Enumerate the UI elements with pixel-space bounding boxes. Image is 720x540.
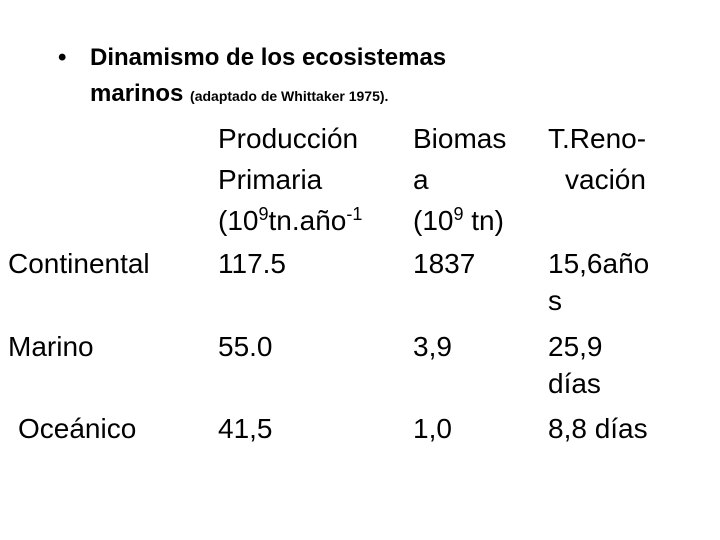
column-header: T.Reno- (548, 123, 647, 154)
superscript: 9 (453, 204, 464, 224)
column-header: Biomas (413, 123, 507, 154)
column-header: vación (565, 164, 646, 195)
superscript: -1 (346, 204, 363, 224)
unit-text: tn.año (268, 205, 347, 236)
cell: 3,9 (413, 331, 452, 362)
cell: 25,9 (548, 331, 603, 362)
cell: 1,0 (413, 413, 452, 444)
cell: 1837 (413, 248, 476, 279)
title-text: marinos (90, 80, 184, 107)
unit-text: tn) (463, 205, 504, 236)
cell: días (548, 368, 601, 399)
cell: 15,6año (548, 248, 650, 279)
title-line: marinos (adaptado de Whittaker 1975). (90, 80, 388, 108)
column-header: a (413, 164, 429, 195)
cell: 55.0 (218, 331, 273, 362)
row-label: Continental (8, 248, 150, 279)
unit-text: (10 (413, 205, 454, 236)
cell: 41,5 (218, 413, 273, 444)
title-note: (adaptado de Whittaker 1975). (190, 88, 389, 104)
bullet: • (58, 44, 67, 71)
superscript: 9 (258, 204, 269, 224)
cell: 8,8 días (548, 413, 648, 444)
column-header: Producción (218, 123, 359, 154)
column-header: Primaria (218, 164, 323, 195)
unit-text: (10 (218, 205, 259, 236)
cell: 117.5 (218, 248, 286, 279)
row-label: Oceánico (18, 413, 137, 444)
row-label: Marino (8, 331, 94, 362)
column-unit: (109tn.año-1 (218, 202, 362, 240)
title: Dinamismo de los ecosistemas (90, 44, 447, 71)
column-unit: (109 tn) (413, 202, 504, 240)
cell: s (548, 285, 562, 316)
